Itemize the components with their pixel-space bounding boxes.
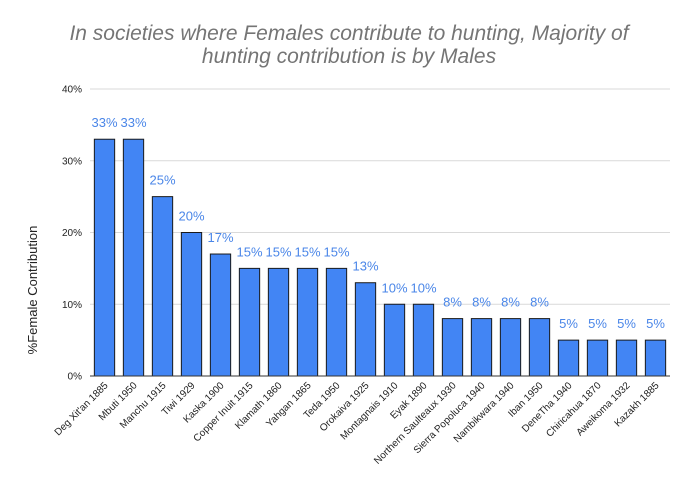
data-label: 5%: [559, 316, 578, 331]
data-label: 8%: [472, 295, 491, 310]
data-label: 13%: [352, 259, 378, 274]
bar: [412, 303, 435, 377]
bars: [93, 138, 667, 377]
data-label: 33%: [91, 115, 117, 130]
bar: [209, 253, 232, 377]
data-label: 8%: [530, 295, 549, 310]
bar: [151, 196, 174, 377]
y-tick-label: 0%: [68, 372, 83, 383]
y-axis-ticks: 0% 10% 20% 30% 40%: [62, 85, 82, 383]
data-label: 5%: [617, 316, 636, 331]
bar: [354, 282, 377, 377]
data-label: 15%: [323, 244, 349, 259]
gridlines: [90, 88, 670, 305]
chart-title-line-2: hunting contribution is by Males: [202, 45, 497, 68]
data-label: 25%: [149, 173, 175, 188]
data-label: 8%: [443, 295, 462, 310]
bar: [267, 267, 290, 377]
bar: [383, 303, 406, 377]
bar: [296, 267, 319, 377]
data-label: 15%: [236, 244, 262, 259]
bar: [528, 318, 551, 377]
chart-title-line-1: In societies where Females contribute to…: [69, 22, 630, 45]
bar: [615, 339, 638, 377]
data-label: 10%: [410, 280, 436, 295]
bar: [122, 138, 145, 377]
x-tick-label: DeneTha 1940: [520, 380, 575, 435]
data-label: 8%: [501, 295, 520, 310]
y-axis-label: %Female Contribution: [25, 226, 40, 355]
data-label: 33%: [120, 115, 146, 130]
y-tick-label: 40%: [62, 85, 82, 96]
bar: [586, 339, 609, 377]
data-label: 5%: [588, 316, 607, 331]
bar: [238, 267, 261, 377]
data-label: 5%: [646, 316, 665, 331]
data-labels: 33% 33%25%20%17%15% 15% 15% 15%13%10% 10%8% 8%…: [91, 115, 665, 331]
bar: [499, 318, 522, 377]
data-label: 15%: [294, 244, 320, 259]
y-tick-label: 10%: [62, 300, 82, 311]
y-tick-label: 20%: [62, 228, 82, 239]
bar: [93, 138, 116, 377]
bar: [557, 339, 580, 377]
y-tick-label: 30%: [62, 156, 82, 167]
bar: [644, 339, 667, 377]
data-label: 15%: [265, 244, 291, 259]
bar: [441, 318, 464, 377]
data-label: 17%: [207, 230, 233, 245]
bar: [325, 267, 348, 377]
bar: [180, 232, 203, 377]
data-label: 10%: [381, 280, 407, 295]
bar: [470, 318, 493, 377]
data-label: 20%: [178, 209, 204, 224]
